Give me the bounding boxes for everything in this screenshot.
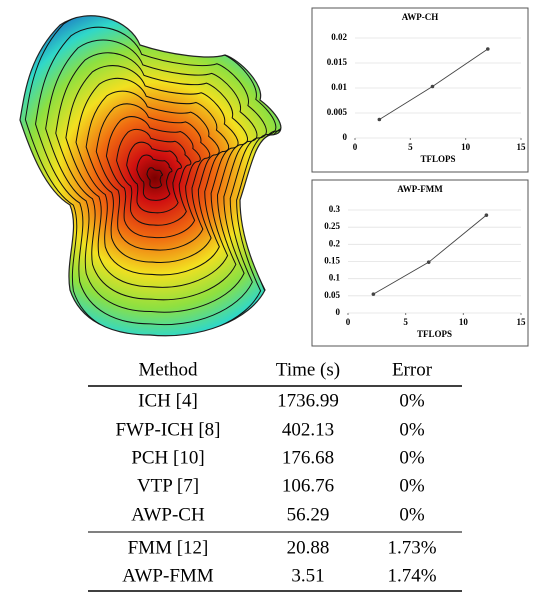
table-cell: 106.76 <box>282 475 334 496</box>
x-tick-label: 10 <box>461 142 471 152</box>
table-cell: AWP-FMM <box>122 565 213 586</box>
table-cell: 1.74% <box>387 565 436 586</box>
table-cell: 1736.99 <box>277 390 339 411</box>
x-tick-label: 5 <box>408 142 413 152</box>
table-cell: 1.73% <box>387 537 436 558</box>
mesh-render <box>19 15 282 337</box>
y-tick-label: 0.005 <box>327 107 348 117</box>
table-cell: AWP-CH <box>131 504 205 525</box>
table-cell: 176.68 <box>282 447 334 468</box>
data-point <box>430 84 435 89</box>
y-tick-label: 0.15 <box>324 256 340 266</box>
y-tick-label: 0.02 <box>331 32 347 42</box>
table: Method Time (s) Error ICH [4] 1736.99 0% FWP-I… <box>88 359 462 592</box>
data-point <box>484 213 489 217</box>
table-cell: 0% <box>399 447 425 468</box>
chart-frame <box>311 7 529 173</box>
table-cell: 402.13 <box>282 419 334 440</box>
table-cell: 56.29 <box>287 504 330 525</box>
x-tick-label: 15 <box>517 317 527 327</box>
y-tick-label: 0.1 <box>329 273 341 283</box>
data-point <box>486 47 490 51</box>
table-cell: 3.51 <box>291 565 324 586</box>
data-point <box>426 260 431 264</box>
table-cell: ICH [4] <box>138 390 198 411</box>
data-point <box>377 117 382 122</box>
table-cell: 0% <box>399 504 425 525</box>
x-axis-label: TFLOPS <box>420 154 455 164</box>
header-cell: Method <box>138 359 198 380</box>
y-tick-label: 0.01 <box>331 82 347 92</box>
x-axis-label: TFLOPS <box>417 329 452 339</box>
table-cell: 0% <box>399 390 425 411</box>
chart: AWP-CH 0 0.005 0.01 0.015 0.02 0 5 10 15 TFLOPS <box>311 7 529 173</box>
table-cell: 0% <box>399 475 425 496</box>
y-tick-label: 0.015 <box>327 57 348 67</box>
data-point <box>371 292 376 296</box>
table-cell: VTP [7] <box>137 475 199 496</box>
y-tick-label: 0 <box>343 132 348 142</box>
y-tick-label: 0 <box>336 307 341 317</box>
x-tick-label: 0 <box>353 142 358 152</box>
y-tick-label: 0.2 <box>329 238 341 248</box>
header-cell: Error <box>392 359 433 380</box>
table-cell: 0% <box>399 419 425 440</box>
y-tick-label: 0.25 <box>324 221 340 231</box>
table-cell: FWP-ICH [8] <box>115 419 220 440</box>
x-tick-label: 10 <box>459 317 469 327</box>
y-tick-label: 0.3 <box>329 204 341 214</box>
header-cell: Time (s) <box>276 359 340 380</box>
chart-title: AWP-FMM <box>397 184 443 194</box>
x-tick-label: 15 <box>517 142 527 152</box>
table-cell: FMM [12] <box>128 537 209 558</box>
y-tick-label: 0.05 <box>324 290 340 300</box>
x-tick-label: 5 <box>403 317 408 327</box>
chart: AWP-FMM 0 0.05 0.1 0.15 0.2 0.25 0.3 0 5 10 15 TFLOP… <box>311 179 529 347</box>
chart-frame <box>311 179 529 347</box>
chart-title: AWP-CH <box>402 12 439 22</box>
table-cell: 20.88 <box>287 537 330 558</box>
table-cell: PCH [10] <box>131 447 204 468</box>
x-tick-label: 0 <box>346 317 351 327</box>
